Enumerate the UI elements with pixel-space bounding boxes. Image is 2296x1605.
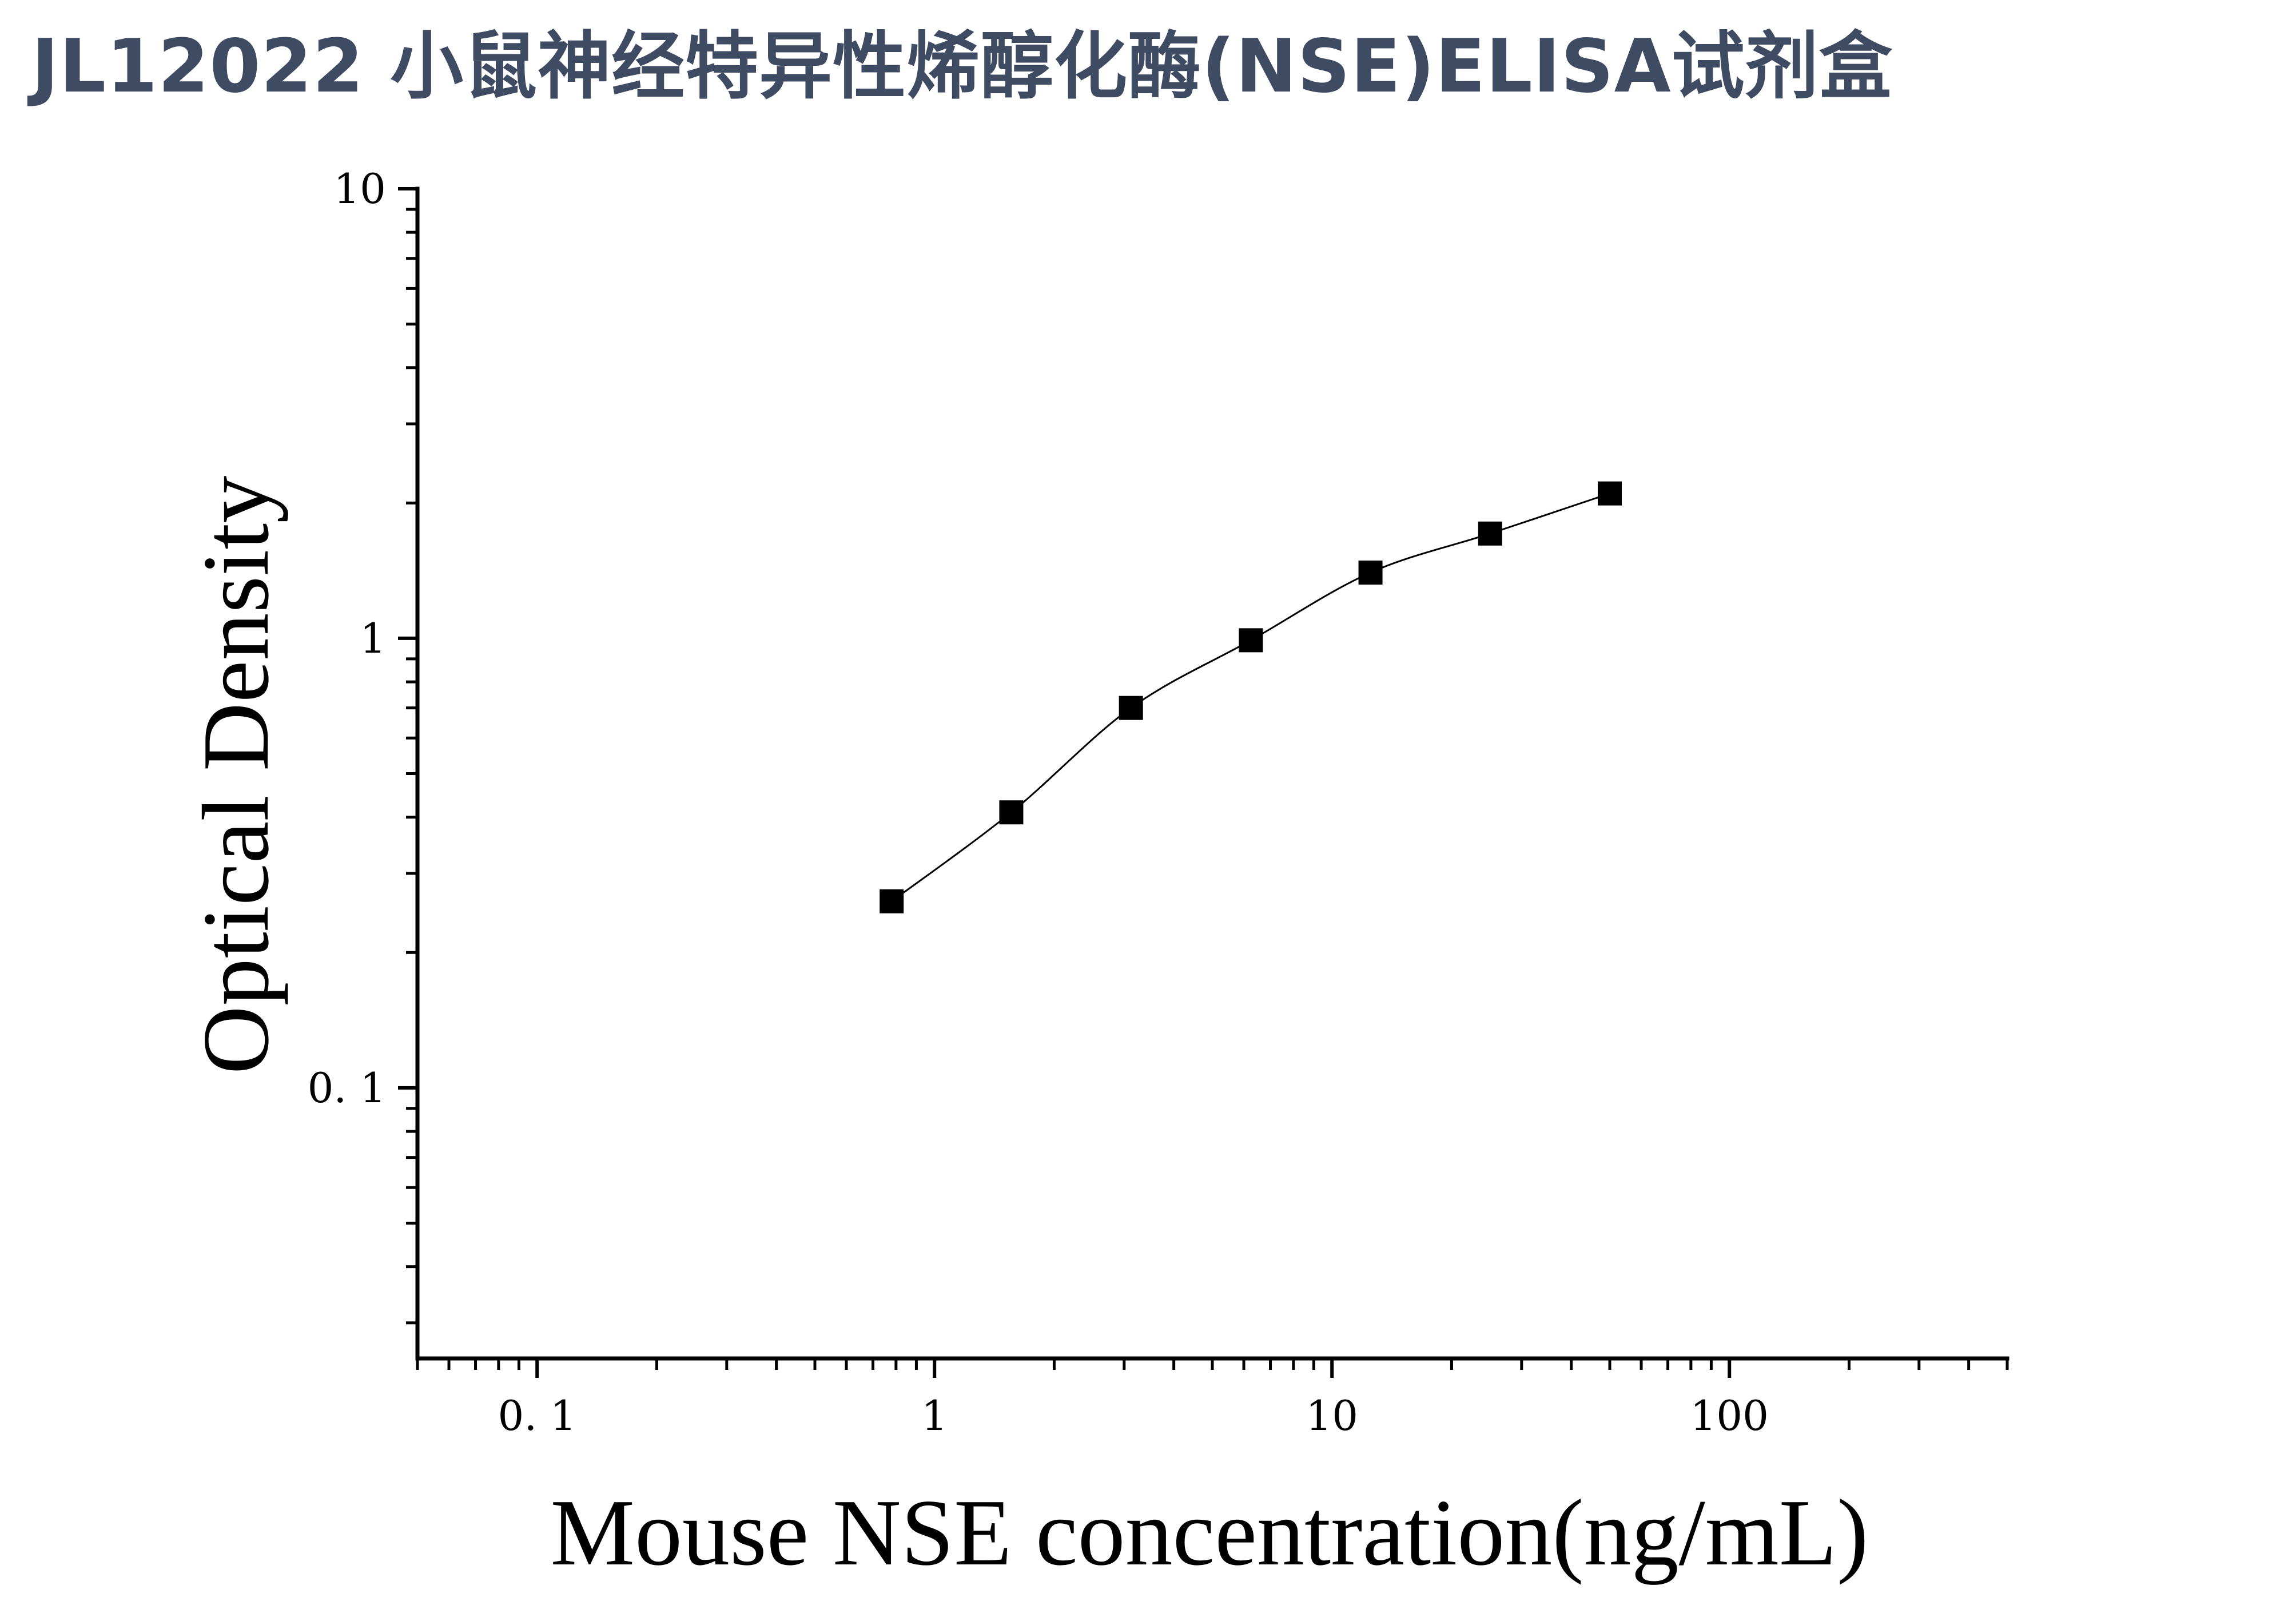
- y-tick-label: 10: [333, 165, 386, 213]
- x-tick-label: 100: [1690, 1392, 1768, 1440]
- y-tick-label: 1: [360, 614, 386, 662]
- fit-curve: [891, 492, 1610, 902]
- y-tick-label: 0. 1: [308, 1064, 386, 1112]
- x-tick-label: 1: [921, 1392, 948, 1440]
- data-point: [1239, 628, 1263, 653]
- x-axis-title: Mouse NSE concentration(ng/mL): [550, 1480, 1868, 1585]
- tick-labels: 0. 1 1 10 100 0. 1 1 10: [308, 165, 1769, 1440]
- x-tick-label: 10: [1306, 1392, 1358, 1440]
- data-point: [1358, 561, 1383, 585]
- x-tick-label: 0. 1: [498, 1392, 576, 1440]
- data-point: [1119, 696, 1143, 720]
- page-title: JL12022 小鼠神经特异性烯醇化酶(NSE)ELISA试剂盒: [31, 24, 1893, 109]
- y-axis-title: Optical Density: [183, 476, 288, 1075]
- axis-ticks: [398, 187, 2009, 1378]
- data-point: [880, 889, 904, 913]
- data-point: [999, 800, 1024, 825]
- axes: [415, 186, 2010, 1361]
- data-points: [880, 481, 1622, 913]
- data-point: [1478, 521, 1502, 546]
- data-point: [1598, 481, 1622, 506]
